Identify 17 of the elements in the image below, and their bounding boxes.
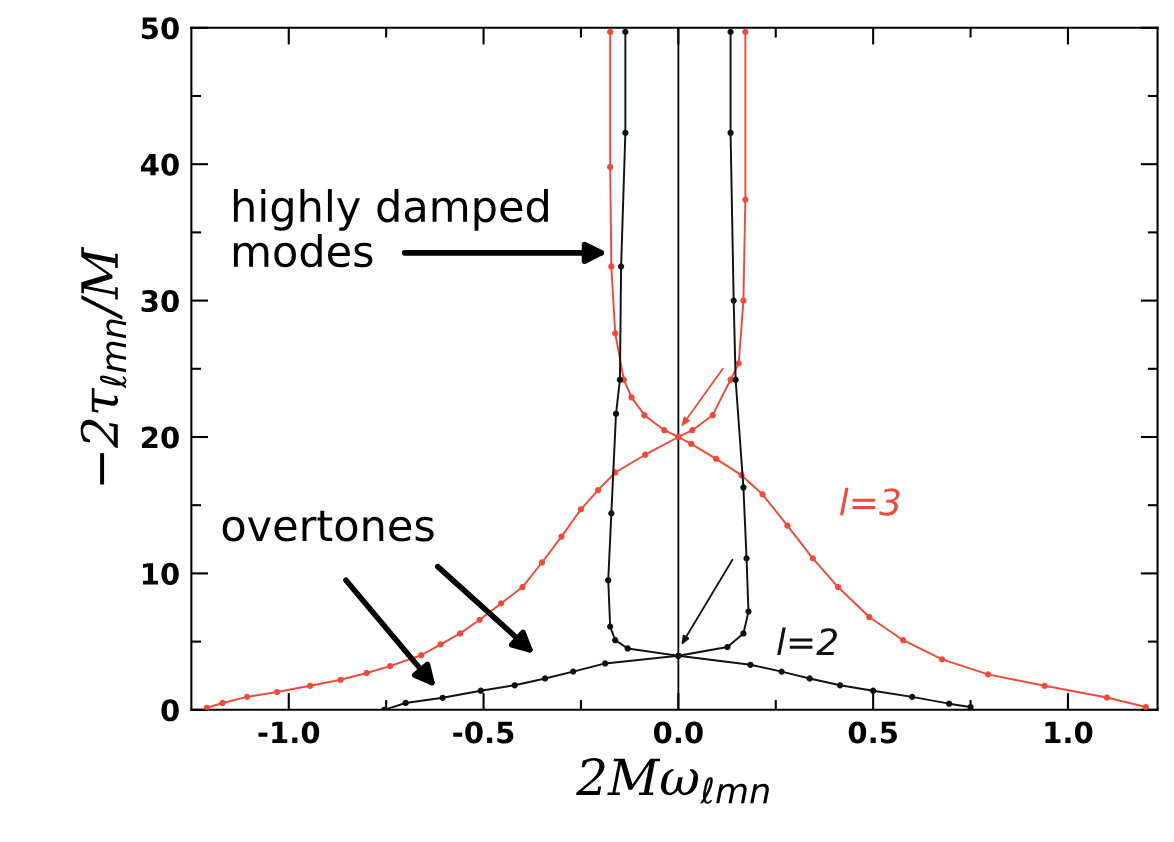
- x-tick-label: -0.5: [453, 721, 514, 744]
- y-tick-label: 0: [161, 699, 179, 722]
- x-tick-label: 1.0: [1045, 721, 1093, 744]
- x-axis-title: 2Mω$_{ℓmn}$: [576, 757, 769, 804]
- y-axis-title: −2τ$_{ℓmn}$/M: [80, 246, 127, 485]
- y-tick-label: 10: [142, 562, 179, 585]
- x-tick-label: 0.5: [848, 721, 897, 744]
- annotation: highly damped modes: [233, 189, 548, 268]
- y-tick-label: 20: [141, 426, 179, 449]
- y-tick-label: 40: [140, 153, 179, 176]
- y-tick-label: 30: [141, 290, 179, 313]
- y-tick-label: 50: [141, 17, 179, 40]
- x-tick-label: 0.0: [653, 721, 703, 744]
- x-tick-label: -1.0: [258, 721, 320, 744]
- annotation: overtones: [222, 510, 434, 542]
- text: l=3: [839, 487, 900, 516]
- series-label: l=2: [777, 627, 837, 655]
